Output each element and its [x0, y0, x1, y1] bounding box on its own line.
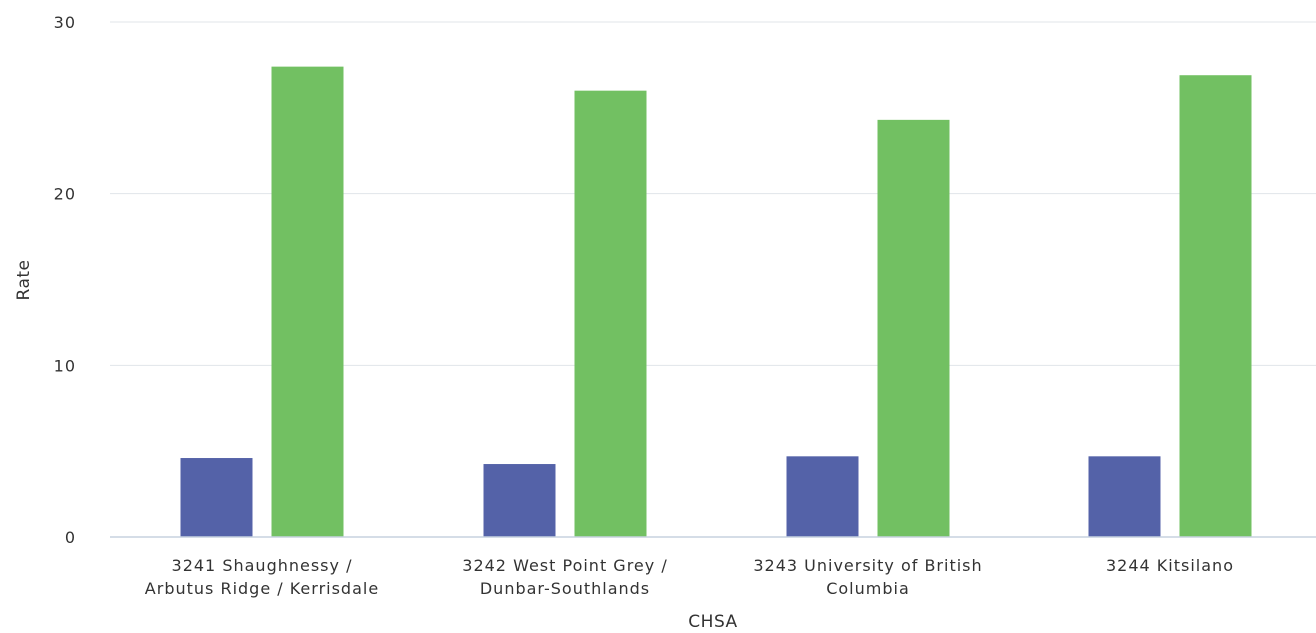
y-axis-title: Rate [14, 260, 34, 301]
y-tick-label: 20 [54, 185, 76, 204]
y-tick-label: 0 [65, 528, 76, 547]
bar [1179, 75, 1252, 537]
bar [271, 66, 344, 537]
x-axis-ticks: 3241 Shaughnessy / Arbutus Ridge / Kerris… [145, 556, 1234, 598]
bar [574, 90, 647, 538]
bar [877, 119, 950, 537]
bar [786, 456, 859, 537]
bar [483, 464, 556, 537]
bars [180, 66, 1252, 538]
x-tick-label: 3241 Shaughnessy / Arbutus Ridge / Kerris… [145, 556, 379, 598]
y-axis-ticks: 0 10 20 30 [54, 13, 76, 547]
y-tick-label: 10 [54, 356, 76, 375]
x-tick-label: 3242 West Point Grey / Dunbar-Southlands [462, 556, 667, 598]
x-axis-title: CHSA [688, 612, 737, 632]
x-tick-label: 3244 Kitsilano [1106, 556, 1234, 575]
x-tick-label: 3243 University of British Columbia [753, 556, 982, 598]
y-tick-label: 30 [54, 13, 76, 32]
bar [180, 458, 253, 537]
bar [1088, 456, 1161, 537]
